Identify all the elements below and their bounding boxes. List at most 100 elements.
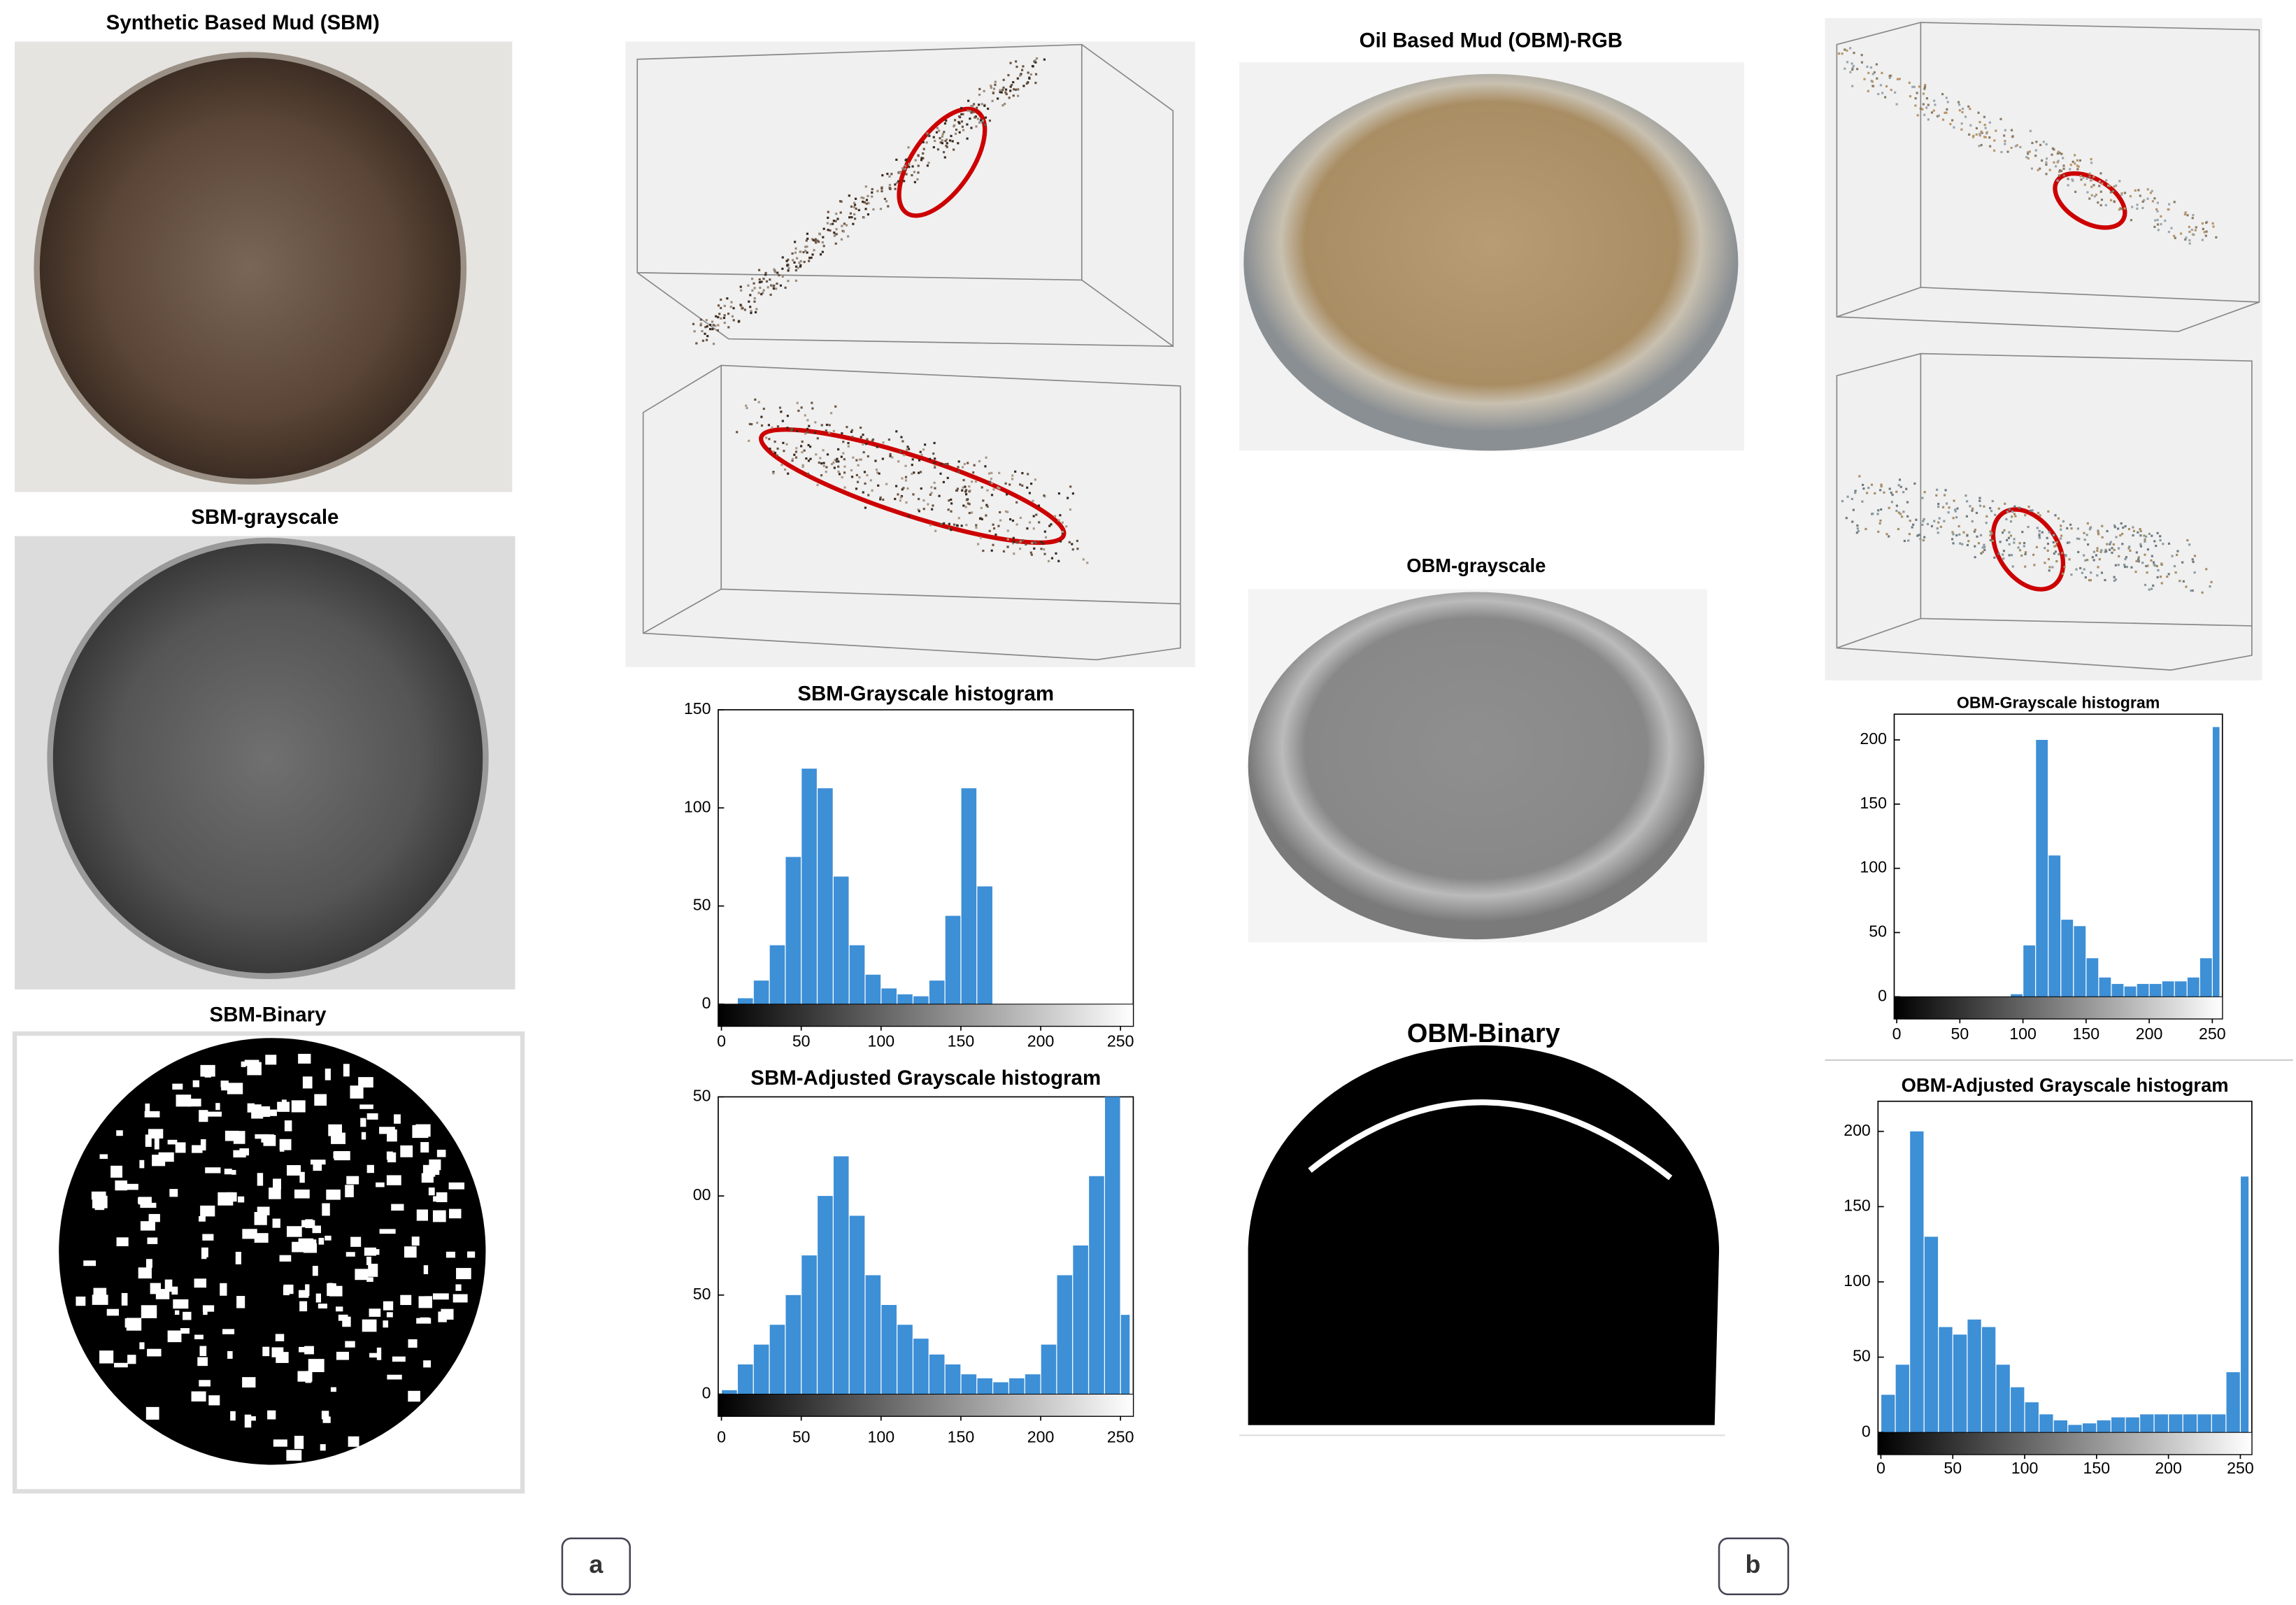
scatter-point	[2156, 201, 2159, 204]
scatter-point	[760, 415, 763, 418]
scatter-point	[984, 116, 987, 119]
binary-speck	[438, 1311, 447, 1322]
scatter-point	[990, 494, 994, 497]
scatter-point	[970, 127, 973, 129]
scatter-point	[908, 162, 911, 165]
scatter-point	[862, 491, 864, 494]
scatter-point	[928, 134, 931, 137]
scatter-point	[836, 217, 839, 220]
scatter-point	[790, 427, 794, 431]
scatter-point	[822, 245, 825, 248]
binary-speck	[192, 1145, 203, 1153]
scatter-point	[1034, 61, 1037, 64]
scatter-point	[786, 415, 789, 418]
binary-speck	[350, 1085, 364, 1099]
scatter-point	[1975, 511, 1978, 515]
scatter-point	[939, 141, 942, 144]
scatter-point	[1880, 485, 1883, 488]
panel-title: Synthetic Based Mud (SBM)	[106, 11, 380, 34]
binary-speck	[297, 1371, 313, 1382]
scatter-point	[1877, 509, 1880, 512]
binary-speck	[408, 1390, 420, 1402]
scatter-point	[759, 286, 762, 290]
scatter-point	[856, 480, 860, 483]
histogram-bar	[2039, 1414, 2053, 1433]
binary-speck	[167, 1330, 182, 1343]
scatter-point	[816, 239, 819, 242]
scatter-point	[2098, 185, 2101, 187]
scatter-point	[2045, 163, 2048, 166]
scatter-point	[2034, 149, 2037, 152]
binary-speck	[220, 1080, 229, 1087]
scatter-point	[2157, 229, 2160, 231]
scatter-point	[950, 498, 953, 501]
scatter-point	[853, 213, 856, 216]
binary-speck	[231, 1169, 236, 1175]
scatter-point	[878, 472, 880, 475]
scatter-point	[911, 458, 914, 461]
binary-speck	[279, 1139, 292, 1150]
scatter-point	[748, 439, 750, 442]
scatter-point	[964, 485, 967, 488]
histogram-bar	[1041, 1344, 1057, 1394]
scatter-point	[717, 304, 720, 307]
scatter-point	[916, 178, 919, 181]
scatter-point	[764, 273, 767, 276]
histogram-bar	[1967, 1319, 1981, 1433]
scatter-point	[808, 445, 812, 448]
scatter-point	[2179, 580, 2181, 583]
scatter-point	[882, 498, 885, 501]
scatter-point	[804, 414, 806, 417]
scatter-point	[1895, 103, 1898, 106]
scatter-point	[917, 508, 920, 511]
scatter-point	[2072, 160, 2074, 163]
scatter-point	[2111, 190, 2115, 193]
scatter-point	[988, 529, 991, 532]
y-tick-label: 0	[1878, 986, 1887, 1004]
scatter-point	[2039, 167, 2041, 170]
histogram-bar	[913, 996, 929, 1004]
binary-speck	[200, 1139, 206, 1151]
scatter-point	[2030, 167, 2033, 170]
scatter-point	[1004, 510, 1008, 513]
scatter-point	[1946, 108, 1948, 111]
scatter-point	[1937, 503, 1940, 506]
scatter-points	[692, 47, 2218, 594]
binary-speck	[233, 1131, 245, 1144]
scatter-point	[2090, 185, 2093, 188]
histogram-bar	[1120, 1315, 1130, 1394]
scatter-point	[2137, 556, 2140, 559]
scatter-point	[2123, 564, 2126, 566]
scatter-point	[2037, 169, 2039, 171]
scatter-point	[1921, 523, 1924, 526]
scatter-point	[2052, 541, 2055, 544]
scatter-point	[871, 489, 874, 492]
scatter-point	[785, 259, 788, 262]
scatter-point	[2114, 578, 2117, 581]
scatter-point	[1006, 529, 1009, 532]
scatter-point	[1955, 516, 1958, 519]
scatter-point	[781, 275, 784, 278]
binary-speck	[302, 1076, 313, 1089]
scatter-point	[2048, 569, 2051, 572]
scatter-point	[826, 222, 829, 224]
scatter-point	[855, 459, 858, 462]
scatter-point	[2120, 208, 2123, 211]
scatter-point	[1883, 491, 1885, 494]
scatter-point	[832, 222, 834, 225]
scatter-point	[1978, 504, 1982, 507]
scatter-point	[794, 279, 797, 282]
scatter-point	[2028, 150, 2031, 153]
scatter-point	[942, 151, 946, 154]
scatter-point	[2074, 190, 2077, 193]
scatter-point	[985, 456, 987, 459]
y-tick-label: 50	[1853, 1347, 1871, 1365]
scatter-point	[968, 485, 971, 488]
scatter-point	[1019, 516, 1022, 520]
binary-speck	[455, 1284, 462, 1291]
binary-speck	[379, 1229, 396, 1234]
scatter-point	[944, 139, 947, 143]
scatter-point	[987, 472, 991, 475]
binary-speck	[199, 1380, 211, 1387]
scatter-point	[794, 450, 798, 453]
